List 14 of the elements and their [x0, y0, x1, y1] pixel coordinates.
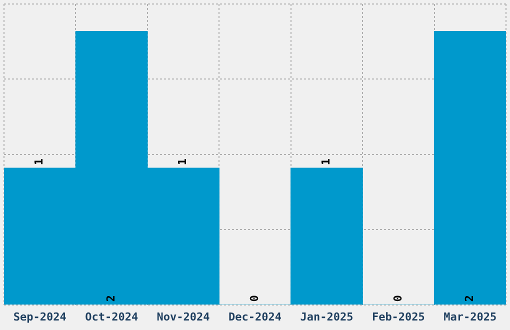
x-tick-label: Feb-2025: [372, 310, 425, 324]
x-tick-label: Jan-2025: [300, 310, 354, 324]
data-label: 2: [104, 295, 118, 302]
data-label: 0: [248, 295, 261, 302]
x-tick-label: Nov-2024: [156, 310, 210, 324]
data-label: 1: [32, 158, 46, 166]
data-label: 2: [463, 295, 476, 302]
data-label: 1: [320, 158, 333, 166]
x-tick-label: Mar-2025: [444, 310, 497, 324]
data-label: 0: [391, 295, 404, 302]
x-tick-label: Sep-2024: [13, 310, 67, 324]
x-tick-label: Dec-2024: [228, 310, 282, 324]
data-label: 1: [176, 158, 190, 166]
x-tick-label: Oct-2024: [85, 310, 138, 324]
